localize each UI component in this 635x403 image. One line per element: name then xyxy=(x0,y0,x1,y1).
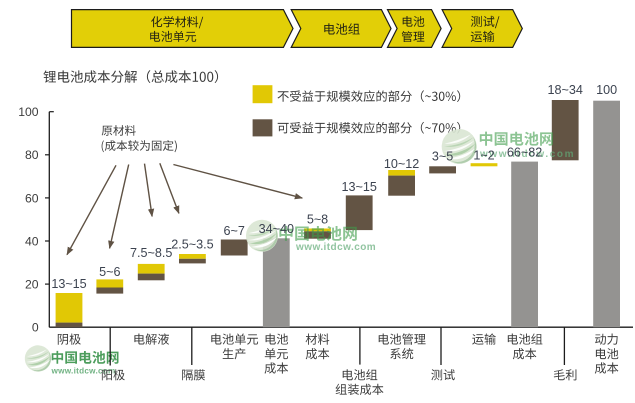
svg-text:5~6: 5~6 xyxy=(99,265,120,279)
svg-text:18~34: 18~34 xyxy=(548,83,583,97)
svg-text:3~5: 3~5 xyxy=(432,150,453,164)
svg-text:100: 100 xyxy=(18,105,39,119)
svg-text:7.5~8.5: 7.5~8.5 xyxy=(130,246,172,260)
svg-text:www.itdcw.com: www.itdcw.com xyxy=(479,149,575,160)
svg-text:10~12: 10~12 xyxy=(384,157,419,171)
svg-text:60: 60 xyxy=(25,191,39,205)
svg-text:40: 40 xyxy=(25,234,39,248)
svg-text:1~2: 1~2 xyxy=(473,148,494,162)
svg-text:0: 0 xyxy=(32,321,39,335)
svg-text:2.5~3.5: 2.5~3.5 xyxy=(171,238,213,252)
svg-text:13~15: 13~15 xyxy=(51,277,86,291)
svg-text:100: 100 xyxy=(596,83,617,97)
svg-text:66~82: 66~82 xyxy=(507,146,542,160)
svg-text:13~15: 13~15 xyxy=(342,180,377,194)
svg-text:www.itdcw.com: www.itdcw.com xyxy=(295,242,376,253)
svg-text:20: 20 xyxy=(25,278,39,292)
svg-text:6~7: 6~7 xyxy=(224,224,245,238)
svg-text:80: 80 xyxy=(25,148,39,162)
svg-text:www.itdcw.com: www.itdcw.com xyxy=(51,367,116,376)
svg-text:5~8: 5~8 xyxy=(307,213,328,227)
svg-text:34~40: 34~40 xyxy=(259,222,294,236)
